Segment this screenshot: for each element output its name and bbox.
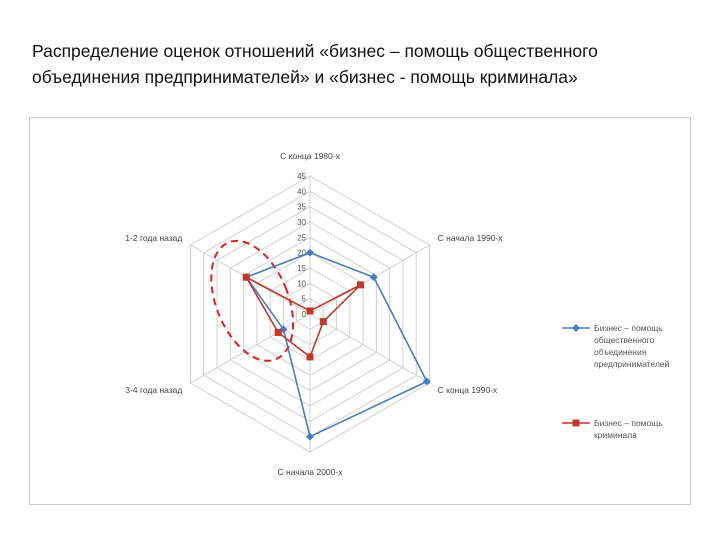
grid-spoke-4 [190,313,311,384]
legend-marker-1 [572,324,580,332]
annotation-ellipse [210,239,295,362]
series-1-point [306,248,314,257]
series-2-point [306,307,314,315]
series-2-point [274,328,282,336]
r-tick-label: 0 [302,310,307,319]
legend-label: общественного [594,335,655,345]
r-tick-label: 25 [297,233,306,242]
r-tick-label: 5 [302,295,307,304]
series-2-point [306,353,314,361]
series-2-point [356,281,364,289]
category-label: С конца 1990-х [438,385,498,395]
title-line-1: Распределение оценок отношений «бизнес –… [32,41,598,61]
r-tick-label: 20 [297,249,306,258]
category-label: С конца 1980-х [280,151,340,161]
series-2-point [242,273,250,281]
category-label: 3-4 года назад [125,385,182,395]
category-label: С начала 1990-х [438,233,504,243]
category-label: С начала 2000-х [278,467,344,477]
legend-label: Бизнес – помощь [594,418,663,428]
r-tick-label: 15 [297,264,306,273]
series-1-point [306,432,314,441]
legend-label: Бизнес – помощь [594,323,663,333]
r-tick-label: 40 [297,187,306,196]
series-1-point [369,273,378,282]
legend-label: криминала [594,430,637,440]
grid-spoke-1 [309,244,430,315]
r-tick-label: 30 [297,218,306,227]
slide-title: Распределение оценок отношений «бизнес –… [32,38,692,90]
chart-area [29,117,691,505]
legend-label: предпринимателей [594,359,670,369]
r-tick-label: 10 [297,279,306,288]
r-tick-label: 45 [297,172,306,181]
category-label: 1-2 года назад [125,233,182,243]
series-1-point [422,377,431,386]
series-2-point [319,318,327,326]
title-line-2: объединения предпринимателей» и «бизнес … [32,67,578,87]
r-tick-label: 35 [297,203,306,212]
legend-marker-2 [572,419,580,427]
grid-spoke-2 [309,313,430,384]
legend-label: объединения [594,347,647,357]
